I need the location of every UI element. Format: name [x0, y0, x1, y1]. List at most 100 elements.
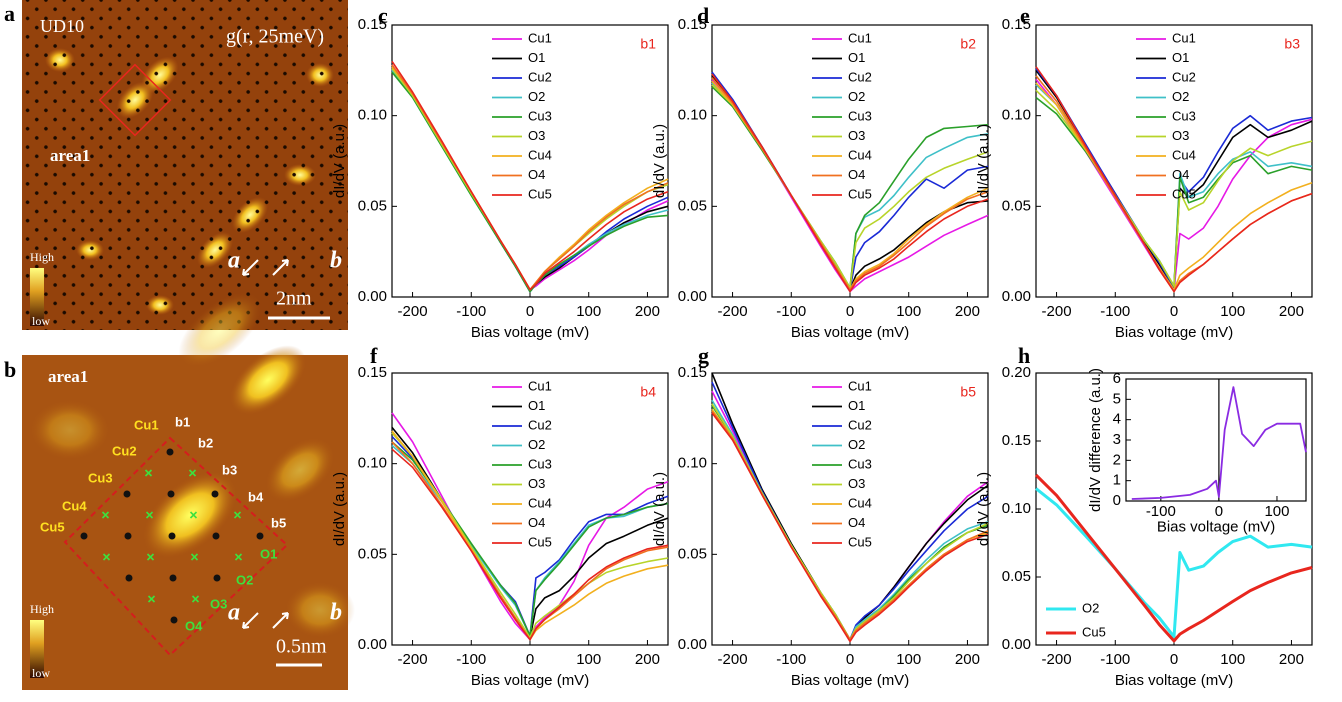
legend-label: O1	[528, 50, 545, 65]
tick-label: 0	[526, 303, 534, 320]
tick-label: -100	[1146, 503, 1176, 520]
tick-label: 100	[1220, 651, 1245, 668]
x-axis-label: Bias voltage (mV)	[1115, 672, 1233, 689]
tick-label: -200	[398, 303, 428, 320]
panel-letter: h	[1018, 343, 1030, 368]
map-label: g(r, 25meV)	[226, 26, 324, 48]
legend-label: O2	[1172, 89, 1189, 104]
data-line	[391, 430, 669, 641]
x-axis-label: Bias voltage (mV)	[1115, 324, 1233, 341]
region-label: area1	[48, 367, 88, 386]
oxygen-marker	[144, 469, 153, 477]
scale-label: 0.5nm	[276, 636, 327, 658]
tick-label: 0.15	[358, 364, 387, 381]
legend-label: Cu3	[528, 108, 552, 123]
site-label: Cu4	[62, 498, 87, 513]
y-axis-label: dI/dV (a.u.)	[651, 472, 668, 546]
legend-label: Cu3	[848, 108, 872, 123]
axis-b: b	[330, 248, 342, 274]
legend-label: Cu3	[1172, 108, 1196, 123]
x-axis-label: Bias voltage (mV)	[471, 672, 589, 689]
tick-label: 0.15	[1002, 16, 1031, 33]
tick-label: 100	[1220, 303, 1245, 320]
x-axis-label: Bias voltage (mV)	[471, 324, 589, 341]
tick-label: 200	[1279, 651, 1304, 668]
data-line	[711, 73, 989, 293]
data-line	[1035, 78, 1313, 291]
tick-label: 200	[955, 651, 980, 668]
image-a	[22, 0, 348, 330]
tick-label: 0.00	[358, 288, 387, 305]
x-axis-label: Bias voltage (mV)	[791, 324, 909, 341]
y-axis-label: dI/dV (a.u.)	[651, 124, 668, 198]
legend-label: O2	[528, 89, 545, 104]
tick-label: 100	[896, 303, 921, 320]
tick-label: 5	[1113, 390, 1121, 407]
y-axis-label: dI/dV (a.u.)	[331, 124, 348, 198]
tick-label: 0	[1170, 303, 1178, 320]
colorbar-high: High	[30, 250, 54, 264]
inset-line	[1131, 386, 1307, 500]
legend-label: O3	[528, 476, 545, 491]
legend-label: Cu4	[528, 495, 552, 510]
tick-label: 0.05	[678, 545, 707, 562]
scale-label: 2nm	[276, 288, 312, 310]
legend-label: Cu5	[848, 534, 872, 549]
colorbar-low: low	[32, 666, 50, 680]
panel-letter: e	[1020, 3, 1030, 28]
panel-letter: d	[697, 3, 709, 28]
panel-letter: f	[370, 343, 378, 368]
panel-letter: c	[378, 3, 388, 28]
data-line	[711, 412, 989, 643]
tick-label: 0.05	[358, 197, 387, 214]
tick-label: 0.10	[1002, 107, 1031, 124]
tick-label: 0	[1113, 492, 1121, 509]
region-label: area1	[50, 146, 90, 165]
x-axis-label: Bias voltage (mV)	[1157, 518, 1275, 535]
lattice-site	[170, 616, 178, 624]
legend-label: Cu2	[528, 417, 552, 432]
tick-label: 0.00	[358, 636, 387, 653]
data-line	[391, 432, 669, 639]
tick-label: 3	[1113, 431, 1121, 448]
data-line	[391, 60, 669, 291]
legend-label: Cu1	[848, 30, 872, 45]
legend-label: O4	[528, 515, 545, 530]
tick-label: 0	[526, 651, 534, 668]
tick-label: -100	[776, 303, 806, 320]
oxygen-marker	[188, 469, 197, 477]
data-line	[711, 403, 989, 641]
tick-label: 0.00	[1002, 288, 1031, 305]
tick-label: 0.00	[1002, 636, 1031, 653]
legend-label: Cu3	[528, 456, 552, 471]
tick-label: 0.15	[678, 16, 707, 33]
panel-letter: a	[4, 1, 15, 26]
tick-label: 0.10	[678, 107, 707, 124]
tick-label: 0.00	[678, 288, 707, 305]
tick-label: 2	[1113, 451, 1121, 468]
site-label: Cu2	[112, 443, 137, 458]
site-label: Cu3	[88, 470, 113, 485]
legend-label: O4	[848, 167, 865, 182]
oxygen-marker	[102, 553, 111, 561]
legend-label: Cu3	[848, 456, 872, 471]
site-label: b1	[175, 414, 190, 429]
lattice-site	[212, 532, 220, 540]
axis-a: a	[228, 600, 240, 626]
tick-label: 0.05	[1002, 568, 1031, 585]
site-label: Cu1	[134, 417, 159, 432]
colorbar-low: low	[32, 314, 50, 328]
tick-label: 200	[1279, 303, 1304, 320]
oxygen-marker	[101, 511, 110, 519]
tick-label: -200	[398, 651, 428, 668]
legend-label: Cu1	[848, 378, 872, 393]
tick-label: 0.10	[678, 455, 707, 472]
oxygen-marker	[145, 511, 154, 519]
tick-label: 0.10	[358, 107, 387, 124]
plot-frame	[391, 24, 669, 298]
legend-label: O4	[1172, 167, 1189, 182]
legend-label: Cu5	[1082, 624, 1106, 639]
axis-a: a	[228, 248, 240, 274]
legend-label: O1	[528, 398, 545, 413]
